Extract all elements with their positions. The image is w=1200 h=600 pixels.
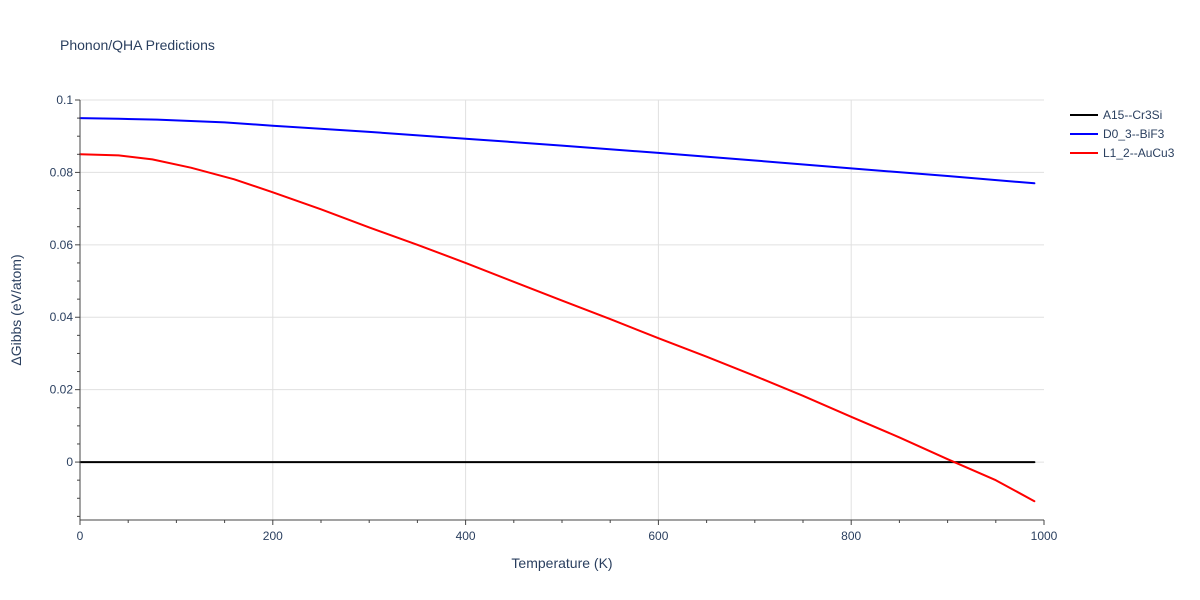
y-tick-label: 0.06 (50, 238, 74, 252)
x-tick-label: 400 (456, 529, 476, 543)
y-tick-label: 0.08 (50, 165, 74, 179)
legend-label: L1_2--AuCu3 (1103, 146, 1175, 160)
axis-layer: 0 200 400 600 800 1000 0 0.02 0.04 0.06 0.08 0.1 (50, 93, 1058, 543)
legend-label: D0_3--BiF3 (1103, 127, 1165, 141)
y-tick-label: 0.02 (50, 383, 74, 397)
legend: A15--Cr3Si D0_3--BiF3 L1_2--AuCu3 (1070, 108, 1175, 160)
series-layer (79, 117, 1036, 503)
chart-title: Phonon/QHA Predictions (60, 37, 215, 53)
x-tick-label: 200 (263, 529, 283, 543)
series-line-L1_2--AuCu3 (79, 153, 1036, 503)
x-tick-label: 0 (77, 529, 84, 543)
x-tick-label: 1000 (1031, 529, 1058, 543)
y-tick-label: 0 (66, 455, 73, 469)
x-axis-title: Temperature (K) (511, 555, 612, 571)
y-tick-label: 0.1 (56, 93, 73, 107)
y-tick-label: 0.04 (50, 310, 74, 324)
y-axis-title: ΔGibbs (eV/atom) (8, 254, 24, 365)
x-tick-label: 800 (841, 529, 861, 543)
series-line-D0_3--BiF3 (79, 117, 1036, 185)
x-tick-label: 600 (648, 529, 668, 543)
legend-label: A15--Cr3Si (1103, 108, 1162, 122)
